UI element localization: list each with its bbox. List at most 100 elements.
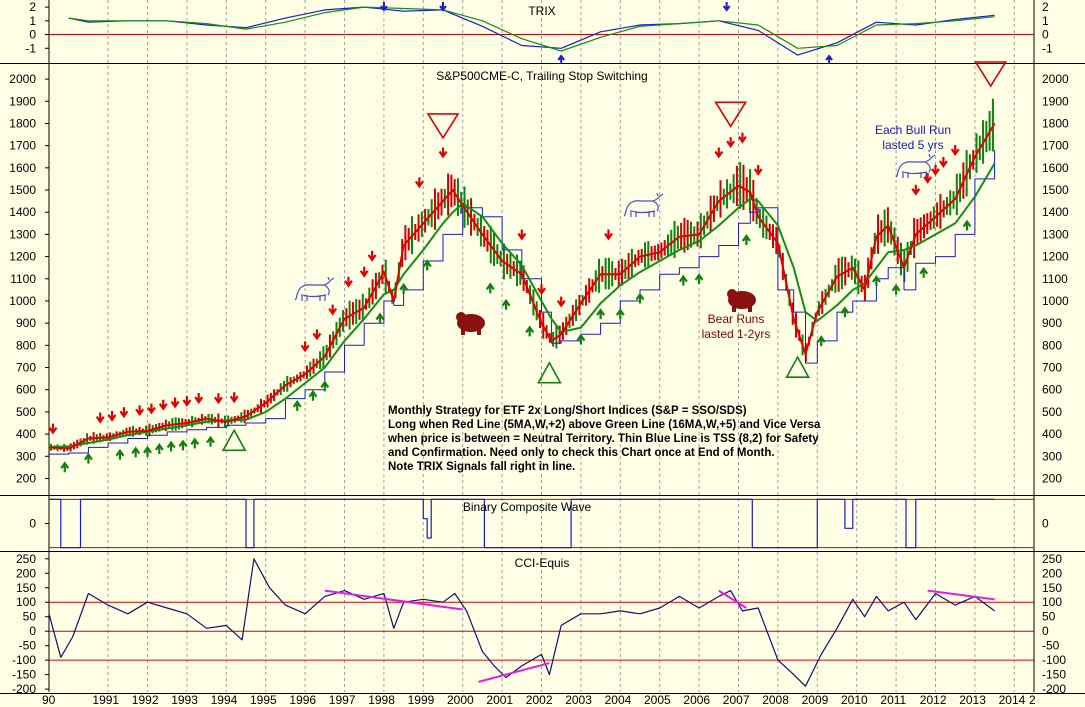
price-y-tick-label-left: 200	[16, 471, 36, 485]
trix-panel-title: TRIX	[528, 4, 555, 18]
x-edge-label-right: 2	[1029, 693, 1036, 707]
buy-arrow-icon	[596, 308, 606, 320]
divergence-line	[324, 589, 463, 611]
divergence-line	[478, 662, 550, 683]
price-y-tick-label-right: 900	[1042, 316, 1062, 330]
sell-arrow-icon	[738, 132, 747, 144]
buy-arrow-icon	[375, 312, 385, 324]
price-y-tick-label-right: 400	[1042, 427, 1062, 441]
tss-line	[49, 150, 996, 455]
buy-arrow-icon	[154, 442, 164, 454]
year-tick-label: 1997	[329, 693, 356, 707]
cci-y-tick-label-right: -100	[1042, 653, 1066, 667]
year-tick-label: 2008	[762, 693, 789, 707]
cci-y-tick-label-left: -200	[12, 682, 36, 696]
sell-arrow-icon	[328, 304, 338, 316]
bull-icon	[895, 153, 936, 178]
sell-arrow-icon	[604, 229, 613, 241]
year-tick-label: 2007	[723, 693, 750, 707]
sell-arrow-icon	[48, 423, 58, 435]
bottom-triangle-icon	[221, 428, 247, 452]
buy-arrow-icon	[962, 219, 972, 231]
buy-arrow-icon	[741, 234, 751, 245]
buy-arrow-icon	[615, 308, 625, 320]
year-tick-label: 1995	[250, 693, 277, 707]
sell-arrow-icon	[367, 250, 377, 262]
cci-panel-title: CCI-Equis	[515, 556, 570, 570]
bear-icon-leg	[477, 328, 481, 335]
binary-panel-title: Binary Composite Wave	[463, 500, 592, 514]
bear-icon-leg	[732, 305, 736, 312]
bottom-triangle-icon	[785, 355, 810, 378]
cci-y-tick-label-left: 100	[16, 595, 36, 609]
sell-arrow-icon	[119, 407, 129, 419]
price-y-tick-label-right: 1700	[1042, 139, 1069, 153]
trix-y-tick-label-left: 1	[29, 14, 36, 28]
bear-run-label-line1: Bear Runs	[708, 312, 765, 326]
sell-arrow-icon	[537, 284, 546, 296]
trix-y-tick-label-right: 2	[1042, 0, 1049, 14]
price-y-tick-label-right: 1400	[1042, 205, 1069, 219]
price-y-tick-label-left: 1800	[9, 116, 36, 130]
buy-arrow-icon	[919, 266, 929, 278]
buy-arrow-icon	[115, 448, 125, 460]
cci-y-tick-label-left: 0	[29, 624, 36, 638]
trix-signal-line-green	[68, 6, 995, 52]
sell-arrow-icon	[158, 399, 168, 411]
buy-arrow-icon	[635, 292, 645, 304]
cci-y-tick-label-right: -150	[1042, 668, 1066, 682]
sell-arrow-icon	[923, 172, 933, 184]
red-ma-line	[48, 122, 996, 450]
price-y-tick-label-left: 1700	[9, 139, 36, 153]
top-triangle-icon	[974, 61, 1008, 88]
cci-y-tick-label-left: 50	[23, 610, 37, 624]
sell-arrow-icon	[182, 396, 192, 407]
trix-buy-arrow-icon	[825, 54, 833, 64]
price-y-tick-label-right: 1300	[1042, 227, 1069, 241]
buy-arrow-icon	[678, 274, 688, 286]
trix-y-tick-label-left: 0	[29, 28, 36, 42]
price-y-tick-label-left: 900	[16, 316, 36, 330]
bear-icon-leg	[461, 328, 465, 335]
bottom-triangle-icon	[537, 361, 562, 384]
cci-y-tick-label-right: 200	[1042, 566, 1062, 580]
price-y-tick-label-left: 500	[16, 405, 36, 419]
trix-y-tick-label-right: 0	[1042, 28, 1049, 42]
buy-arrow-icon	[83, 452, 93, 464]
buy-arrow-icon	[525, 325, 535, 337]
year-tick-label: 2002	[526, 693, 553, 707]
price-y-tick-label-right: 1100	[1042, 272, 1068, 286]
sell-arrow-icon	[931, 164, 940, 176]
year-tick-label: 1998	[368, 693, 395, 707]
year-tick-label: 1992	[132, 693, 159, 707]
cci-y-tick-label-right: 50	[1042, 610, 1056, 624]
note-line-3: when price is between = Neutral Territor…	[387, 433, 819, 445]
sell-arrow-icon	[438, 147, 448, 159]
price-y-tick-label-right: 1900	[1042, 94, 1069, 108]
cci-y-tick-label-left: -50	[19, 639, 37, 653]
price-y-tick-label-right: 200	[1042, 471, 1062, 485]
bull-icon	[294, 276, 335, 301]
bull-icon-shape	[895, 153, 936, 178]
sell-arrow-icon	[147, 403, 156, 415]
binary-composite-wave-line	[49, 498, 995, 549]
buy-arrow-icon	[190, 437, 200, 449]
sell-arrow-icon	[170, 397, 180, 409]
trix-buy-arrow-icon	[557, 54, 565, 64]
price-y-tick-label-left: 700	[16, 361, 36, 375]
buy-arrow-icon	[143, 445, 152, 457]
trix-y-tick-label-right: -1	[1042, 41, 1053, 55]
cci-y-tick-label-right: 0	[1042, 624, 1049, 638]
cci-y-tick-label-right: 250	[1042, 552, 1062, 566]
sell-arrow-icon	[950, 145, 960, 156]
year-tick-label: 1991	[92, 693, 119, 707]
trix-sell-arrow-icon	[380, 2, 388, 12]
price-y-tick-label-left: 1100	[10, 272, 36, 286]
trix-y-tick-label-left: -1	[25, 41, 36, 55]
year-tick-label: 2001	[486, 693, 513, 707]
year-tick-label: 2005	[644, 693, 671, 707]
sell-arrow-icon	[344, 276, 353, 288]
year-tick-label: 1996	[289, 693, 316, 707]
